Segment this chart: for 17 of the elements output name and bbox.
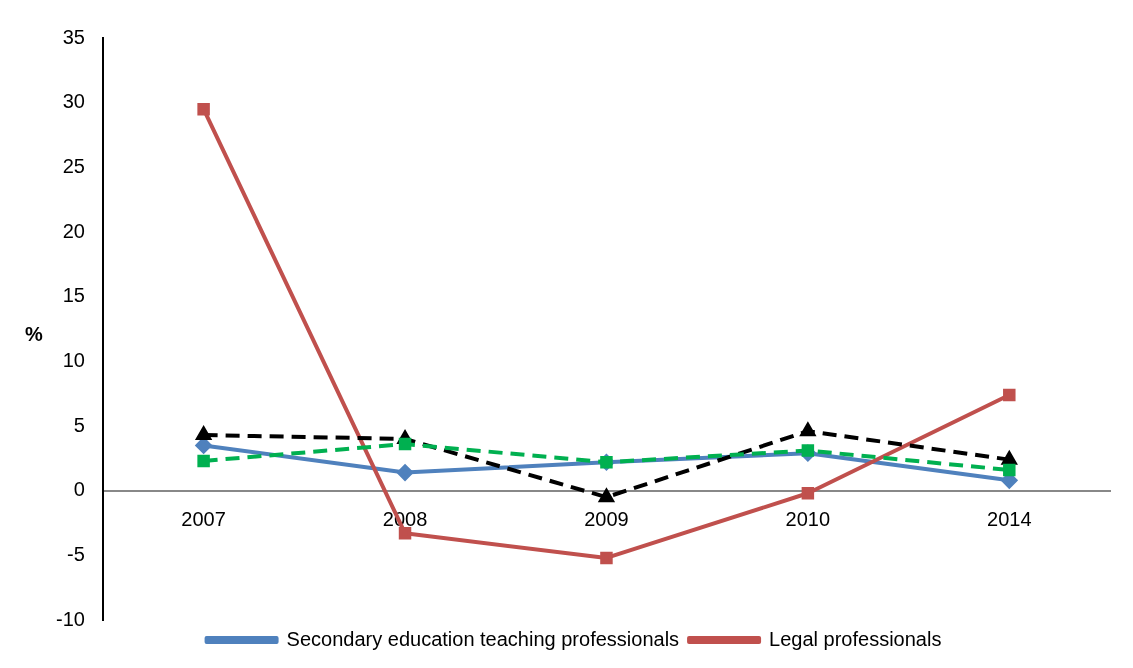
legend-label: Legal professionals: [769, 627, 942, 650]
x-tick-label: 2007: [181, 508, 226, 531]
y-tick-label: 35: [62, 25, 85, 48]
x-tick-label: 2014: [987, 508, 1032, 531]
y-tick-label: 30: [62, 90, 85, 113]
y-tick-label: 15: [62, 284, 85, 307]
legend-label: Secondary education teaching professionals: [286, 627, 680, 650]
x-tick-label: 2009: [584, 508, 629, 531]
y-tick-label: 0: [73, 478, 85, 501]
x-tick-label: 2010: [785, 508, 831, 531]
y-tick-label: 5: [73, 413, 85, 436]
y-tick-label: -5: [67, 542, 85, 565]
y-axis-title: %: [25, 322, 44, 345]
y-tick-label: 25: [62, 154, 85, 177]
y-tick-label: 10: [62, 348, 85, 371]
y-tick-label: -10: [56, 607, 85, 630]
y-tick-label: 20: [62, 219, 85, 242]
